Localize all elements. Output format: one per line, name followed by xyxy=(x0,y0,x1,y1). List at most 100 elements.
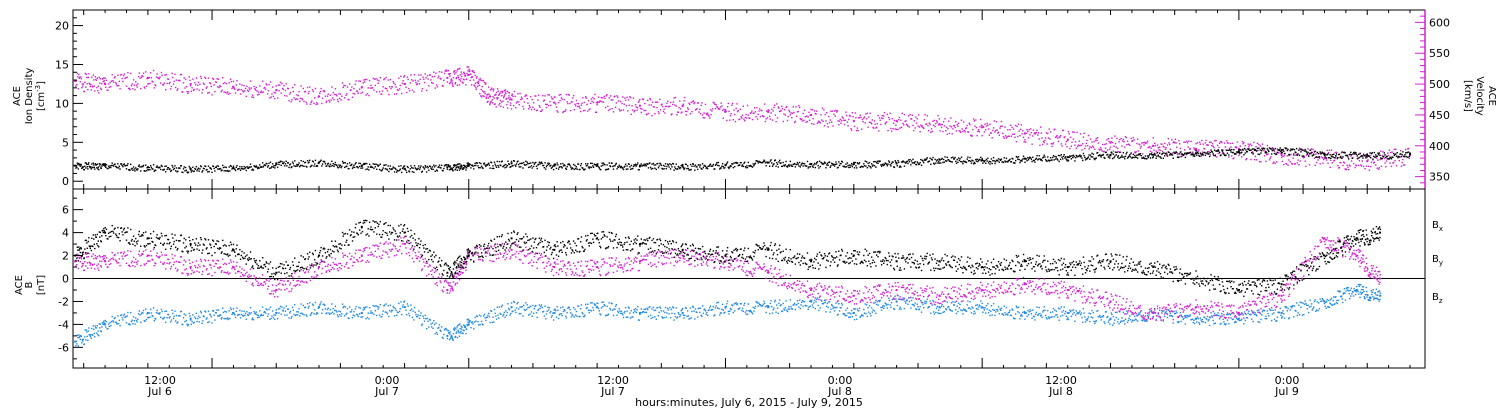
density-point xyxy=(531,167,533,169)
velocity-point xyxy=(1041,137,1043,139)
density-point xyxy=(199,168,201,170)
density-point xyxy=(162,169,164,171)
density-point xyxy=(1226,152,1229,154)
velocity-point xyxy=(479,92,481,95)
density-point xyxy=(1173,152,1176,155)
density-point xyxy=(1071,155,1073,157)
density-point xyxy=(506,164,508,167)
by-point xyxy=(413,319,415,321)
by-point xyxy=(153,319,155,322)
density-point xyxy=(1143,157,1145,159)
velocity-point xyxy=(1072,131,1074,133)
velocity-point xyxy=(520,96,523,98)
by-point xyxy=(527,314,530,316)
velocity-point xyxy=(790,112,792,114)
velocity-point xyxy=(450,80,452,82)
velocity-point xyxy=(178,79,180,82)
velocity-point xyxy=(630,113,633,116)
p1-ytick-label-3: 15 xyxy=(55,58,69,71)
by-point xyxy=(130,320,133,323)
velocity-point xyxy=(1029,128,1032,130)
velocity-point xyxy=(304,91,306,93)
density-point xyxy=(744,166,747,168)
velocity-point xyxy=(589,108,591,110)
velocity-point xyxy=(1157,146,1159,149)
velocity-point xyxy=(557,101,560,104)
by-point xyxy=(346,307,349,310)
velocity-point xyxy=(929,123,931,126)
velocity-point xyxy=(808,119,811,122)
density-point xyxy=(783,164,785,167)
density-point xyxy=(96,163,99,165)
velocity-point xyxy=(967,131,969,133)
velocity-point xyxy=(189,83,192,86)
velocity-point xyxy=(1223,142,1226,144)
velocity-point xyxy=(1258,143,1260,146)
density-point xyxy=(1084,159,1087,161)
by-point xyxy=(287,308,290,310)
density-point xyxy=(129,169,131,172)
velocity-point xyxy=(966,124,968,127)
velocity-point xyxy=(446,81,449,83)
density-point xyxy=(135,168,138,170)
velocity-point xyxy=(578,105,580,108)
density-point xyxy=(962,160,965,162)
density-point xyxy=(284,165,286,167)
by-point xyxy=(112,320,114,322)
density-point xyxy=(501,160,503,162)
by-point xyxy=(377,308,379,310)
velocity-point xyxy=(1195,147,1198,150)
density-point xyxy=(177,167,180,169)
velocity-point xyxy=(934,125,936,128)
density-point xyxy=(1261,148,1264,150)
velocity-point xyxy=(197,81,200,84)
velocity-point xyxy=(1001,125,1003,127)
density-point xyxy=(732,166,734,169)
density-point xyxy=(353,166,356,169)
density-point xyxy=(540,161,543,163)
density-point xyxy=(639,166,641,168)
velocity-point xyxy=(111,74,113,76)
by-point xyxy=(470,321,473,324)
by-point xyxy=(492,316,494,318)
velocity-point xyxy=(241,84,243,86)
density-point xyxy=(293,165,295,167)
velocity-point xyxy=(1330,149,1333,151)
velocity-point xyxy=(742,105,744,107)
density-point xyxy=(900,161,903,163)
density-point xyxy=(641,165,643,167)
velocity-point xyxy=(1151,151,1153,153)
by-point xyxy=(264,310,266,313)
density-point xyxy=(166,168,168,171)
density-point xyxy=(1027,156,1029,159)
velocity-point xyxy=(868,121,871,124)
density-point xyxy=(806,165,808,167)
velocity-point xyxy=(664,105,667,108)
density-point xyxy=(1159,152,1161,154)
velocity-point xyxy=(980,118,982,121)
density-point xyxy=(1024,161,1026,164)
velocity-point xyxy=(674,96,677,99)
velocity-point xyxy=(1315,161,1318,164)
velocity-point xyxy=(1083,132,1085,135)
by-point xyxy=(402,304,404,306)
by-point xyxy=(448,332,450,334)
density-point xyxy=(567,163,569,166)
density-point xyxy=(1331,153,1333,156)
density-point xyxy=(136,169,138,171)
density-point xyxy=(928,160,931,162)
velocity-point xyxy=(201,92,203,94)
velocity-point xyxy=(1155,150,1157,152)
velocity-point xyxy=(1234,146,1237,149)
velocity-point xyxy=(706,112,709,114)
velocity-point xyxy=(417,80,419,82)
density-point xyxy=(122,165,124,168)
by-point xyxy=(518,313,521,315)
velocity-point xyxy=(1375,157,1378,159)
density-point xyxy=(164,171,167,173)
by-point xyxy=(99,327,101,329)
velocity-point xyxy=(1399,156,1401,158)
velocity-point xyxy=(1218,146,1220,149)
by-point xyxy=(296,314,299,316)
density-point xyxy=(242,168,245,170)
